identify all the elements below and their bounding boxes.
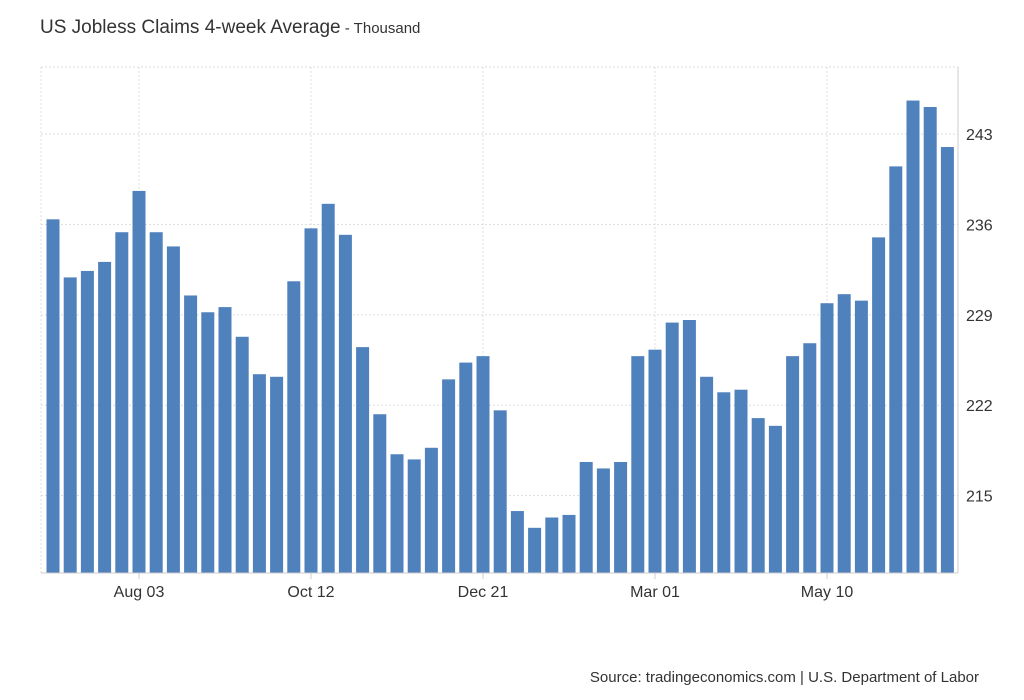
bar[interactable]: [596, 468, 610, 573]
bar[interactable]: [579, 461, 593, 573]
bar[interactable]: [854, 300, 868, 573]
bar[interactable]: [872, 237, 886, 573]
bar[interactable]: [717, 392, 731, 573]
x-tick-label: Mar 01: [630, 584, 680, 601]
bar[interactable]: [304, 228, 318, 573]
bar[interactable]: [803, 343, 817, 573]
x-tick-label: Dec 21: [458, 584, 509, 601]
bar[interactable]: [132, 190, 146, 573]
bar[interactable]: [235, 336, 249, 573]
bar[interactable]: [321, 203, 335, 573]
bar[interactable]: [700, 376, 714, 573]
bar[interactable]: [768, 425, 782, 573]
source-attribution: Source: tradingeconomics.com | U.S. Depa…: [589, 669, 979, 686]
bar[interactable]: [338, 234, 352, 573]
bar-series: [46, 100, 954, 574]
bar[interactable]: [614, 461, 628, 573]
x-tick-label: Oct 12: [287, 584, 334, 601]
bar[interactable]: [545, 517, 559, 573]
y-tick-label: 222: [966, 398, 993, 415]
bar[interactable]: [562, 514, 576, 573]
chart-area: 215 222 229 236 243 Aug 03 Oct 12 Dec 21 Mar 01…: [40, 66, 993, 601]
bar[interactable]: [80, 270, 94, 573]
x-axis-labels: Aug 03 Oct 12 Dec 21 Mar 01 May 10: [114, 584, 854, 601]
bar[interactable]: [889, 166, 903, 573]
bar[interactable]: [476, 356, 490, 573]
y-tick-label: 215: [966, 489, 993, 506]
bar[interactable]: [356, 347, 370, 573]
bar[interactable]: [149, 232, 163, 573]
chart-title: US Jobless Claims 4-week Average - Thous…: [40, 17, 420, 39]
bar[interactable]: [442, 379, 456, 573]
bar[interactable]: [201, 312, 215, 573]
bar[interactable]: [837, 294, 851, 573]
bar[interactable]: [184, 295, 198, 573]
bar[interactable]: [510, 511, 524, 573]
bar[interactable]: [923, 107, 937, 573]
bar[interactable]: [63, 277, 77, 573]
bar[interactable]: [459, 362, 473, 573]
bar[interactable]: [820, 303, 834, 573]
bar[interactable]: [682, 320, 696, 573]
chart-subtitle: - Thousand: [340, 20, 421, 37]
bar[interactable]: [648, 349, 662, 573]
chart-title-main: US Jobless Claims 4-week Average: [40, 17, 341, 38]
bar[interactable]: [631, 356, 645, 573]
x-tick-label: Aug 03: [114, 584, 165, 601]
bar[interactable]: [115, 232, 129, 573]
bar[interactable]: [270, 376, 284, 573]
axes: [41, 67, 959, 579]
bar[interactable]: [906, 100, 920, 574]
bar[interactable]: [287, 281, 301, 573]
bar[interactable]: [786, 356, 800, 573]
bar[interactable]: [424, 447, 438, 573]
bar[interactable]: [940, 147, 954, 573]
bar[interactable]: [407, 459, 421, 573]
bar[interactable]: [390, 454, 404, 573]
bar[interactable]: [252, 374, 266, 573]
bar[interactable]: [166, 246, 180, 573]
bar[interactable]: [734, 389, 748, 573]
bar[interactable]: [373, 414, 387, 573]
bar[interactable]: [98, 261, 112, 573]
bar[interactable]: [665, 322, 679, 573]
bar[interactable]: [528, 527, 542, 573]
bar[interactable]: [218, 307, 232, 573]
y-tick-label: 229: [966, 308, 993, 325]
y-axis-labels: 215 222 229 236 243: [966, 127, 993, 505]
bar[interactable]: [46, 219, 60, 573]
x-tick-label: May 10: [801, 584, 854, 601]
y-tick-label: 243: [966, 127, 993, 144]
bar[interactable]: [751, 418, 765, 573]
y-tick-label: 236: [966, 217, 993, 234]
bar[interactable]: [493, 410, 507, 573]
